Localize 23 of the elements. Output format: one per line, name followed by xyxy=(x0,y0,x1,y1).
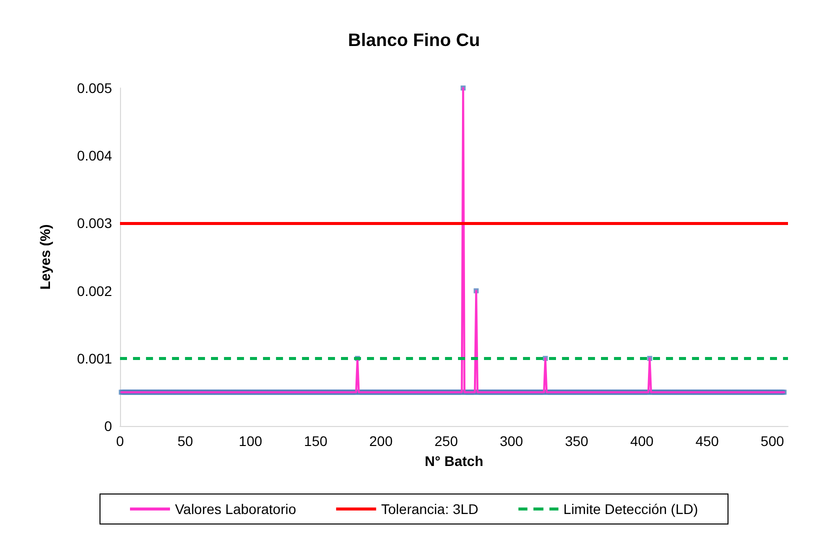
x-tick-label: 100 xyxy=(238,433,262,449)
y-tick-label: 0.002 xyxy=(76,282,112,299)
x-tick-label: 200 xyxy=(369,433,393,449)
x-tick-label: 350 xyxy=(564,433,589,449)
y-axis-title: Leyes (%) xyxy=(37,224,53,290)
x-tick-label: 400 xyxy=(630,433,654,449)
x-tick-label: 300 xyxy=(500,433,524,449)
y-tick-label: 0.004 xyxy=(76,148,112,164)
y-tick-label: 0.003 xyxy=(76,215,112,232)
chart-title: Blanco Fino Cu xyxy=(348,30,480,50)
x-tick-label: 50 xyxy=(177,433,194,449)
x-tick-label: 0 xyxy=(116,433,124,449)
legend-label: Valores Laboratorio xyxy=(174,501,296,517)
x-tick-label: 500 xyxy=(760,433,784,449)
x-tick-label: 250 xyxy=(434,433,458,449)
x-tick-label: 150 xyxy=(304,433,328,449)
x-axis-title: N° Batch xyxy=(424,453,484,469)
y-tick-label: 0.005 xyxy=(76,80,112,96)
legend-label: Tolerancia: 3LD xyxy=(381,501,478,517)
x-tick-label: 450 xyxy=(695,433,719,449)
y-tick-label: 0.001 xyxy=(76,350,112,366)
legend-label: Limite Detección (LD) xyxy=(563,501,698,517)
y-tick-label: 0 xyxy=(104,418,112,434)
